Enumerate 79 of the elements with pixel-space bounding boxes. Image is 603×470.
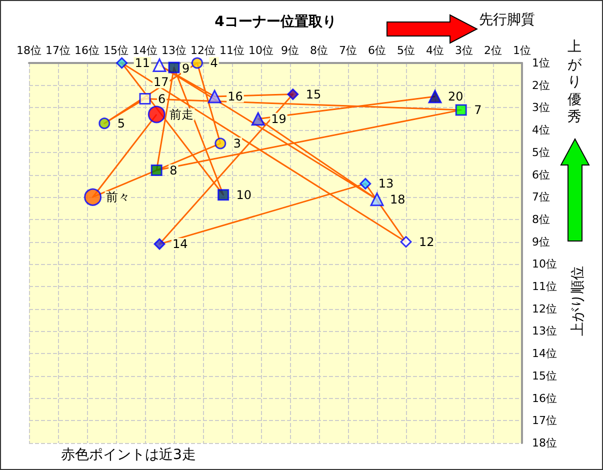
point xyxy=(360,178,372,190)
x-tick-label: 2位 xyxy=(484,44,502,57)
x-tick-label: 10位 xyxy=(248,44,274,57)
point xyxy=(150,164,162,176)
y-tick-label: 3位 xyxy=(532,101,550,114)
annotation: 11 xyxy=(134,56,150,70)
point xyxy=(208,90,222,104)
annotation: 4 xyxy=(210,56,218,70)
annotation: 15 xyxy=(306,87,322,102)
y-tick-label: 17位 xyxy=(532,414,557,428)
x-tick-label: 8位 xyxy=(310,44,328,57)
text: 赤色ポイントは近3走 xyxy=(61,446,196,464)
x-tick-label: 6位 xyxy=(368,44,386,57)
y-tick-label: 9位 xyxy=(532,235,550,248)
point xyxy=(370,192,384,206)
text: 先行脚質 xyxy=(479,11,535,29)
x-tick-label: 12位 xyxy=(190,44,216,57)
point xyxy=(428,90,442,104)
annotation: 17 xyxy=(154,75,169,90)
y-tick-label: 2位 xyxy=(532,78,550,92)
y-tick-label: 15位 xyxy=(532,369,557,382)
point xyxy=(148,106,166,124)
x-tick-label: 14位 xyxy=(132,44,158,57)
x-tick-label: 17位 xyxy=(46,44,70,57)
point xyxy=(168,62,180,74)
annotation: 前走 xyxy=(170,107,194,122)
x-tick-label: 18位 xyxy=(16,44,42,57)
y-tick-label: 14位 xyxy=(532,347,557,360)
x-tick-label: 15位 xyxy=(104,44,128,57)
y-tick-label: 4位 xyxy=(532,124,550,137)
y-tick-label: 1位 xyxy=(532,56,550,70)
annotation: 7 xyxy=(474,102,482,117)
y-tick-label: 13位 xyxy=(532,324,557,338)
annotation: 前々 xyxy=(106,190,130,204)
x-axis-title: 4コーナー位置取り xyxy=(214,14,336,30)
y-tick-label: 11位 xyxy=(532,280,557,294)
x-tick-label: 13位 xyxy=(162,44,186,57)
y-tick-label: 16位 xyxy=(532,392,557,405)
x-tick-label: 11位 xyxy=(220,44,244,57)
point xyxy=(154,238,166,250)
point xyxy=(191,57,203,69)
y-tick-label: 12位 xyxy=(532,302,557,316)
annotation: 14 xyxy=(172,237,188,252)
x-tick-label: 4位 xyxy=(426,44,444,57)
annotation: 16 xyxy=(228,90,243,104)
text: 上がり優秀 xyxy=(567,39,582,126)
point xyxy=(251,112,265,126)
annotation: 3 xyxy=(233,136,242,150)
y-tick-label: 5位 xyxy=(532,146,550,159)
y-axis-title: 上がり順位 xyxy=(569,266,587,336)
x-tick-label: 1位 xyxy=(513,44,531,57)
annotation: 12 xyxy=(419,234,434,249)
y-tick-label: 6位 xyxy=(532,168,550,182)
y-tick-label: 10位 xyxy=(532,258,557,271)
point xyxy=(455,104,467,116)
point xyxy=(287,88,299,100)
x-tick-label: 9位 xyxy=(281,44,299,57)
x-tick-label: 5位 xyxy=(397,44,415,57)
point xyxy=(116,57,128,69)
point xyxy=(218,189,230,201)
annotation: 13 xyxy=(378,176,394,191)
annotation: 10 xyxy=(236,188,252,202)
point xyxy=(98,118,110,130)
y-tick-label: 7位 xyxy=(532,190,550,204)
annotation: 20 xyxy=(448,90,464,104)
point xyxy=(139,93,151,105)
point xyxy=(84,188,102,206)
annotation: 6 xyxy=(158,92,166,106)
annotation: 19 xyxy=(271,112,286,126)
y-tick-label: 18位 xyxy=(532,436,557,450)
point xyxy=(214,138,226,150)
annotation: 18 xyxy=(390,192,406,206)
annotation: 9 xyxy=(182,61,190,76)
y-tick-label: 8位 xyxy=(532,212,550,226)
x-tick-label: 3位 xyxy=(455,44,473,57)
x-tick-label: 16位 xyxy=(74,44,100,57)
annotation: 8 xyxy=(170,163,178,178)
annotation: 5 xyxy=(117,116,126,130)
x-tick-label: 7位 xyxy=(339,44,357,57)
